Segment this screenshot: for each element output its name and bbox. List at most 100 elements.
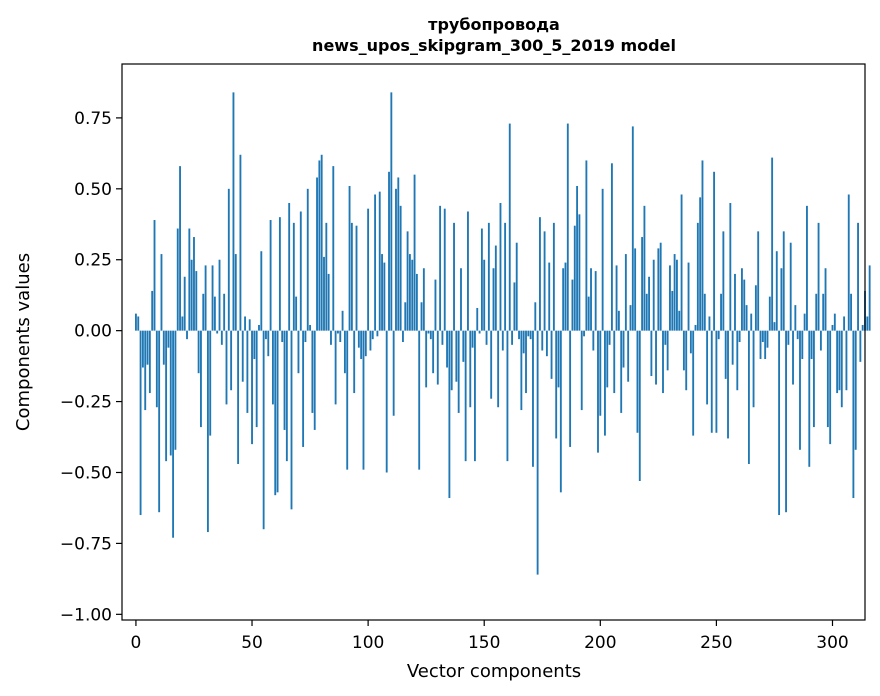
bar <box>213 296 216 331</box>
bar <box>571 279 574 331</box>
bar <box>441 330 444 345</box>
bar <box>580 330 583 411</box>
bar <box>415 273 418 331</box>
bar <box>682 330 685 371</box>
bar <box>699 197 702 331</box>
bar <box>761 330 764 342</box>
bar <box>158 330 161 513</box>
bar <box>483 259 486 331</box>
bar <box>754 285 757 331</box>
x-tick-label: 0 <box>131 633 142 653</box>
bar <box>341 310 344 331</box>
bar <box>172 330 175 538</box>
bar <box>151 290 154 331</box>
bar <box>369 330 372 351</box>
bar <box>504 222 507 331</box>
bar <box>826 330 829 428</box>
bar <box>434 279 437 331</box>
bar <box>601 188 604 331</box>
bar <box>155 330 158 408</box>
bar <box>833 313 836 331</box>
bars-group <box>135 92 871 575</box>
bar <box>255 330 258 428</box>
bar <box>320 154 323 331</box>
bar <box>234 254 237 331</box>
x-tick-label: 300 <box>816 633 848 653</box>
bar <box>852 330 855 499</box>
bar <box>861 324 864 331</box>
bar <box>225 330 228 405</box>
y-tick-label: −1.00 <box>60 605 112 625</box>
bar <box>817 222 820 331</box>
bar <box>309 324 311 331</box>
bar <box>573 225 576 331</box>
bar <box>220 330 223 345</box>
bar <box>780 268 783 331</box>
bar <box>824 268 827 331</box>
bar <box>420 302 423 331</box>
bar <box>325 222 328 331</box>
bar <box>439 205 442 331</box>
x-axis-label: Vector components <box>407 661 581 682</box>
bar <box>569 330 572 447</box>
bar <box>550 330 553 379</box>
bar <box>348 185 351 331</box>
bar <box>773 322 776 331</box>
bar <box>708 316 711 331</box>
bar <box>604 330 606 436</box>
x-tick-label: 200 <box>584 633 616 653</box>
bar <box>578 214 581 331</box>
bar <box>265 330 267 340</box>
bar <box>799 330 801 450</box>
bar <box>666 330 669 371</box>
bar <box>636 330 639 433</box>
bar <box>174 330 177 450</box>
bar <box>425 330 428 388</box>
bar <box>789 242 792 331</box>
bar <box>722 231 725 331</box>
bar <box>462 330 465 362</box>
bar <box>689 330 692 354</box>
bar <box>806 205 808 331</box>
x-axis-ticks: 0 50 100 150 200 250 300 <box>131 620 849 653</box>
bar <box>392 330 395 416</box>
bar <box>669 265 671 331</box>
bar <box>785 330 787 513</box>
x-tick-label: 50 <box>241 633 263 653</box>
bar <box>613 330 616 394</box>
bar <box>843 316 846 331</box>
y-tick-label: 0.50 <box>74 180 112 200</box>
bar <box>299 211 302 331</box>
bar <box>592 330 595 351</box>
bar <box>494 245 497 331</box>
bar <box>413 174 416 331</box>
bar <box>840 330 843 408</box>
bar <box>181 316 184 331</box>
bar <box>801 330 804 360</box>
bar <box>727 330 729 439</box>
bar <box>258 324 260 331</box>
bar <box>659 242 662 331</box>
bar <box>775 251 778 331</box>
bar <box>334 330 337 405</box>
bar <box>648 276 650 331</box>
bar <box>587 296 590 331</box>
bar <box>664 330 667 345</box>
bar <box>460 268 462 331</box>
bar <box>497 330 500 408</box>
bar <box>585 160 588 331</box>
bar <box>218 259 221 331</box>
bar <box>190 259 193 331</box>
bar <box>515 242 518 331</box>
bar <box>381 254 383 331</box>
bar <box>606 330 609 388</box>
bar <box>292 222 295 331</box>
bar <box>638 330 641 481</box>
y-axis-ticks: 0.75 0.50 0.25 0.00 −0.25 −0.50 −0.75 −1.00 <box>60 109 122 625</box>
bar <box>141 330 144 368</box>
bar <box>230 330 233 391</box>
bar <box>436 330 439 385</box>
bar <box>332 166 335 331</box>
bar <box>757 231 760 331</box>
bar <box>857 222 859 331</box>
